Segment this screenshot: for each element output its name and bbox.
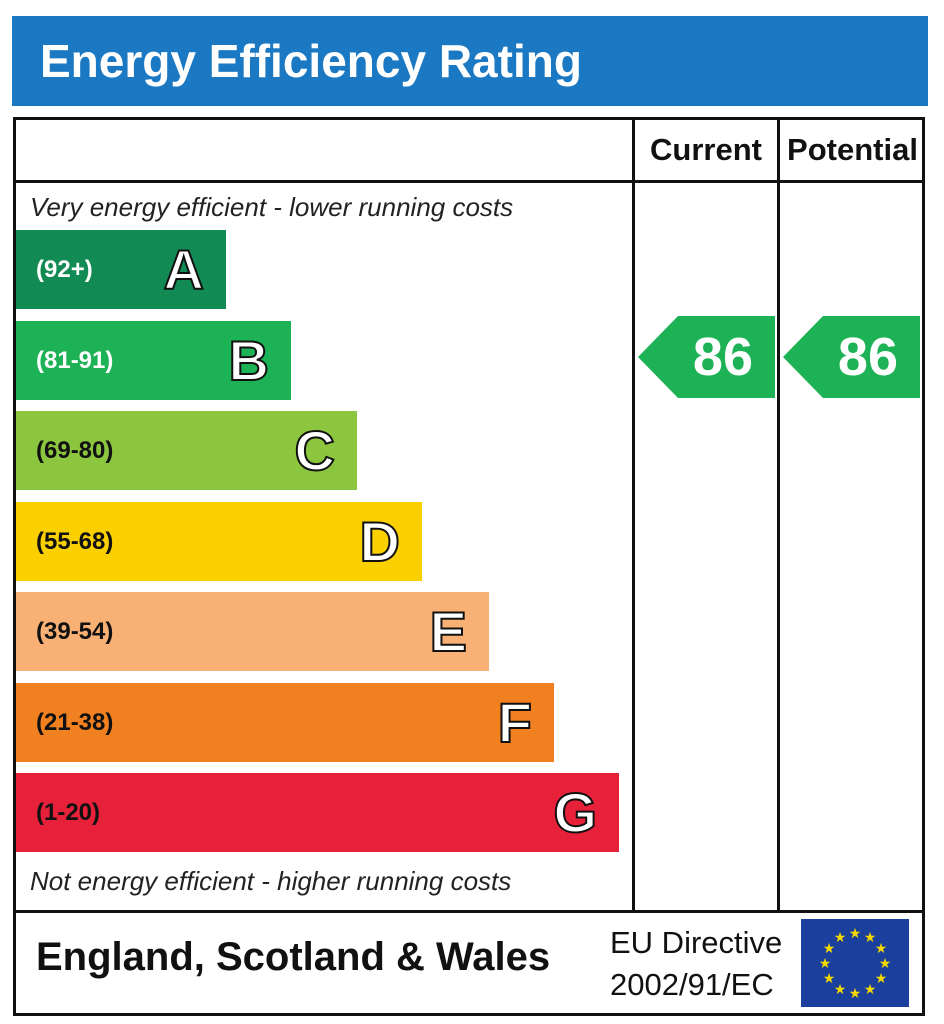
star-icon: ★ (819, 955, 832, 971)
directive-line2: 2002/91/EC (610, 967, 774, 1002)
band-range: (21-38) (36, 708, 114, 736)
band-bar-a: (92+) A (16, 230, 226, 309)
current-rating-value: 86 (692, 327, 753, 387)
band-letter: F (497, 690, 533, 755)
potential-arrow-shape (783, 316, 920, 398)
band-range: (92+) (36, 256, 93, 283)
star-icon: ★ (834, 929, 847, 945)
potential-rating-arrow: 86 (783, 316, 920, 398)
band-bar-g: (1-20) G (16, 773, 619, 852)
chart-title: Energy Efficiency Rating (12, 16, 928, 106)
band-letter: A (163, 237, 205, 302)
star-icon: ★ (875, 970, 888, 986)
top-note: Very energy efficient - lower running co… (30, 192, 514, 222)
star-icon: ★ (823, 970, 836, 986)
band-bar-d: (55-68) D (16, 501, 422, 581)
divider (632, 117, 635, 913)
band-bar-f: (21-38) F (16, 682, 554, 762)
star-icon: ★ (864, 929, 877, 945)
band-range: (81-91) (36, 346, 114, 374)
star-icon: ★ (864, 981, 877, 997)
star-icon: ★ (849, 985, 862, 1001)
band-range: (39-54) (36, 618, 114, 645)
divider (13, 910, 925, 913)
band-letter: E (429, 599, 468, 664)
region-label: England, Scotland & Wales (36, 935, 551, 979)
chart-frame (13, 117, 925, 1016)
band-letter: B (228, 328, 270, 393)
potential-rating-value: 86 (837, 327, 898, 387)
eu-flag-icon: ★ ★ ★ ★ ★ ★ ★ ★ ★ ★ ★ ★ (801, 919, 909, 1007)
star-icon: ★ (834, 981, 847, 997)
current-column-header: Current (650, 132, 762, 167)
bottom-note: Not energy efficient - higher running co… (30, 866, 512, 896)
star-icon: ★ (875, 940, 888, 956)
divider (777, 117, 780, 913)
band-bar-e: (39-54) E (16, 592, 489, 671)
band-letter: D (359, 509, 401, 574)
divider (13, 180, 925, 183)
band-range: (1-20) (36, 799, 101, 826)
band-bar-b: (81-91) B (16, 320, 291, 400)
current-rating-arrow: 86 (638, 316, 775, 398)
band-bar-c: (69-80) C (16, 411, 357, 490)
potential-column-header: Potential (787, 132, 918, 167)
band-letter: G (552, 780, 598, 845)
band-letter: C (294, 418, 336, 483)
star-icon: ★ (849, 925, 862, 941)
star-icon: ★ (879, 955, 892, 971)
band-range: (69-80) (36, 437, 114, 464)
band-range: (55-68) (36, 527, 114, 555)
current-arrow-shape (638, 316, 775, 398)
eu-directive: EU Directive 2002/91/EC (610, 922, 782, 1006)
directive-line1: EU Directive (610, 925, 783, 960)
star-icon: ★ (823, 940, 836, 956)
